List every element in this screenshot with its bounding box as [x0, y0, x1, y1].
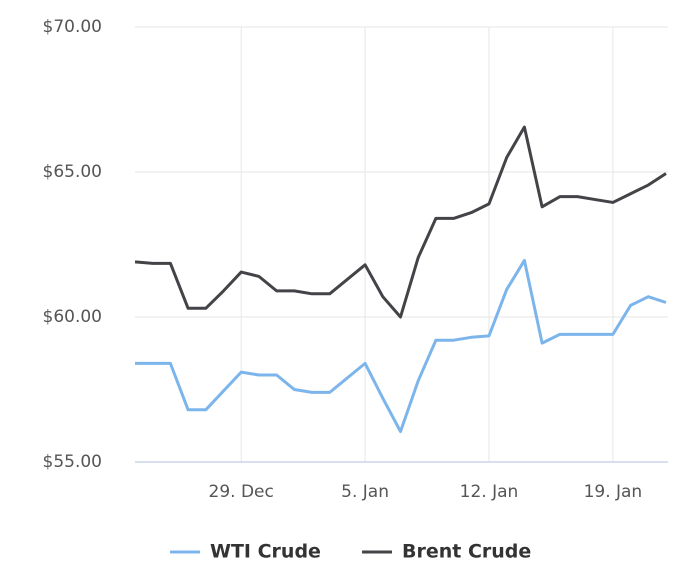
x-tick-label: 29. Dec [209, 482, 274, 502]
y-tick-label: $60.00 [43, 307, 102, 327]
x-tick-label: 12. Jan [460, 482, 519, 502]
series-line [135, 258, 667, 434]
x-tick-label: 5. Jan [341, 482, 389, 502]
y-tick-label: $55.00 [43, 452, 102, 472]
y-tick-label: $70.00 [43, 17, 102, 37]
legend-label[interactable]: Brent Crude [402, 541, 531, 563]
x-tick-label: 19. Jan [584, 482, 643, 502]
series-line [134, 125, 667, 319]
y-tick-label: $65.00 [43, 162, 102, 182]
legend-label[interactable]: WTI Crude [210, 541, 321, 563]
